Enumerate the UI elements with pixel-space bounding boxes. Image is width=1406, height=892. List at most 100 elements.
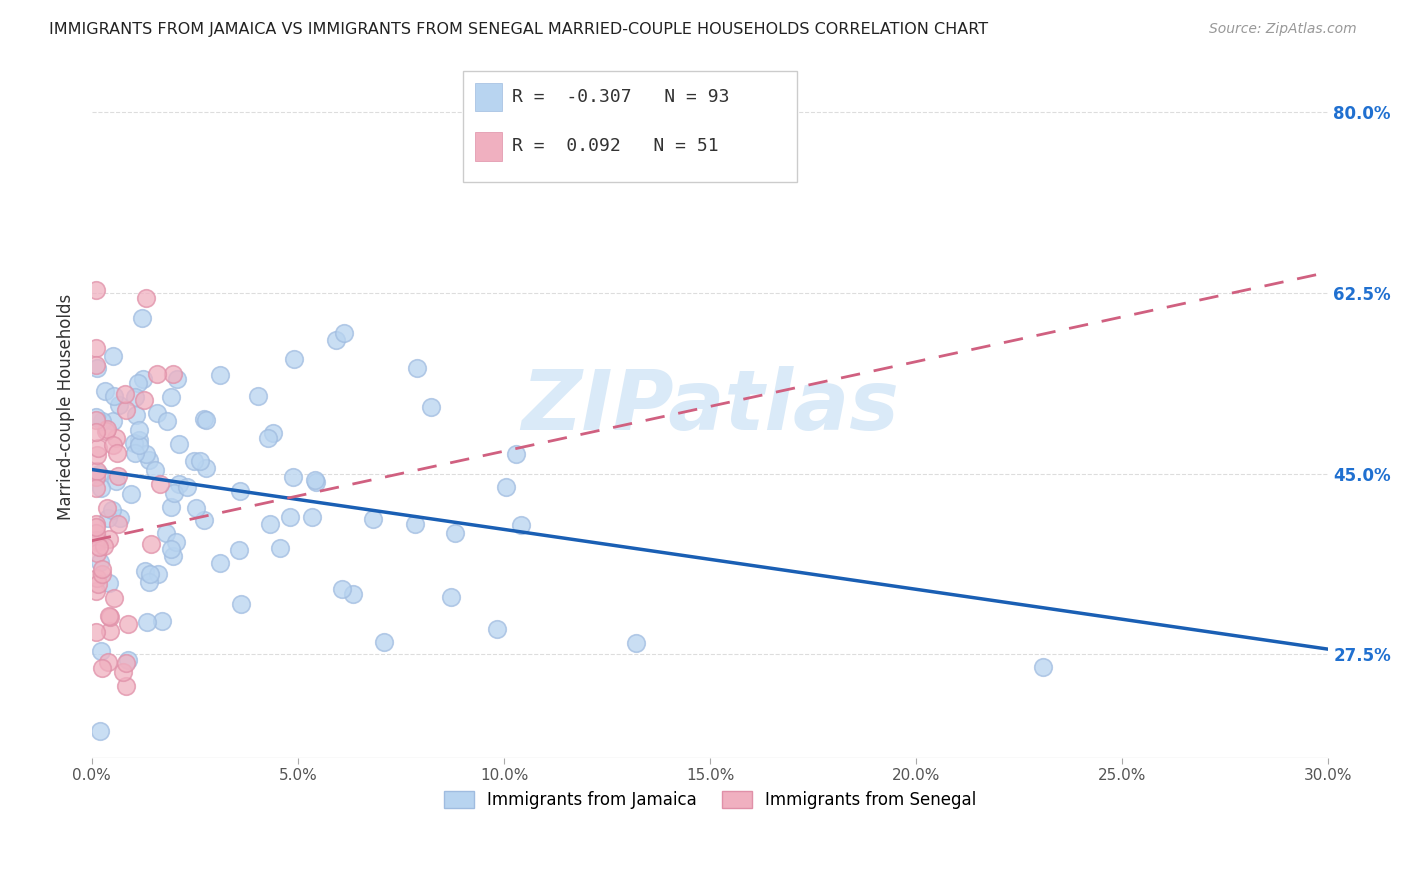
Point bbox=[121, 486, 143, 500]
Point bbox=[136, 615, 159, 630]
Point bbox=[160, 541, 183, 556]
FancyBboxPatch shape bbox=[463, 70, 797, 182]
Point bbox=[98, 576, 121, 591]
Point bbox=[90, 414, 112, 428]
Point bbox=[90, 643, 112, 657]
Point bbox=[86, 546, 108, 560]
Point bbox=[176, 480, 198, 494]
Text: IMMIGRANTS FROM JAMAICA VS IMMIGRANTS FROM SENEGAL MARRIED-COUPLE HOUSEHOLDS COR: IMMIGRANTS FROM JAMAICA VS IMMIGRANTS FR… bbox=[49, 22, 988, 37]
Legend: Immigrants from Jamaica, Immigrants from Senegal: Immigrants from Jamaica, Immigrants from… bbox=[437, 785, 983, 816]
Point bbox=[361, 512, 384, 526]
Point bbox=[195, 461, 218, 475]
Text: R =  0.092   N = 51: R = 0.092 N = 51 bbox=[512, 137, 718, 155]
Point bbox=[89, 555, 111, 569]
Text: Source: ZipAtlas.com: Source: ZipAtlas.com bbox=[1209, 22, 1357, 37]
Point bbox=[139, 567, 162, 582]
Point bbox=[124, 446, 146, 460]
Point bbox=[269, 541, 291, 555]
Point bbox=[86, 577, 108, 591]
Point bbox=[159, 390, 181, 404]
Point bbox=[124, 390, 146, 404]
Point bbox=[103, 389, 125, 403]
Point bbox=[98, 624, 121, 639]
Point bbox=[132, 393, 155, 408]
Point bbox=[304, 473, 326, 487]
Point bbox=[155, 525, 177, 540]
Point bbox=[101, 349, 124, 363]
Point bbox=[128, 438, 150, 452]
Point bbox=[84, 525, 107, 540]
Point bbox=[101, 502, 124, 516]
Point bbox=[98, 608, 121, 623]
Point bbox=[228, 543, 250, 558]
Point bbox=[194, 413, 217, 427]
Point bbox=[103, 591, 125, 605]
Point bbox=[128, 433, 150, 447]
Point bbox=[134, 564, 156, 578]
FancyBboxPatch shape bbox=[475, 83, 502, 112]
Point bbox=[626, 636, 648, 650]
Point bbox=[86, 448, 108, 462]
Point bbox=[510, 518, 533, 533]
Point bbox=[84, 584, 107, 599]
Point bbox=[111, 665, 134, 679]
Point bbox=[86, 464, 108, 478]
Point bbox=[89, 467, 111, 481]
Point bbox=[145, 367, 167, 381]
Point bbox=[209, 368, 232, 382]
Point bbox=[86, 361, 108, 376]
Point bbox=[146, 406, 169, 420]
Point bbox=[107, 517, 129, 532]
Text: ZIPatlas: ZIPatlas bbox=[522, 366, 898, 447]
Point bbox=[104, 475, 127, 489]
Point bbox=[139, 537, 162, 551]
Point bbox=[127, 376, 149, 390]
Point bbox=[84, 425, 107, 440]
Point bbox=[163, 485, 186, 500]
Point bbox=[115, 657, 138, 671]
Point bbox=[146, 566, 169, 581]
Point bbox=[149, 477, 172, 491]
Point bbox=[150, 614, 173, 628]
Point bbox=[93, 539, 115, 553]
Point bbox=[107, 398, 129, 412]
Point bbox=[405, 361, 427, 376]
Point bbox=[281, 470, 304, 484]
Point bbox=[84, 409, 107, 424]
Point bbox=[143, 463, 166, 477]
Point bbox=[373, 635, 395, 649]
Point bbox=[117, 617, 139, 632]
Point bbox=[94, 424, 117, 438]
Point bbox=[162, 367, 184, 381]
Y-axis label: Married-couple Households: Married-couple Households bbox=[58, 293, 75, 519]
Point bbox=[90, 481, 112, 495]
Point bbox=[165, 535, 187, 549]
Point bbox=[114, 403, 136, 417]
Point bbox=[138, 453, 160, 467]
Point bbox=[443, 525, 465, 540]
Point bbox=[325, 333, 347, 347]
Point bbox=[97, 511, 120, 525]
Point bbox=[131, 372, 153, 386]
Point bbox=[419, 400, 441, 414]
Point bbox=[91, 562, 114, 576]
Point bbox=[333, 326, 356, 340]
Point bbox=[84, 341, 107, 355]
Point bbox=[89, 533, 111, 548]
Point bbox=[160, 500, 183, 514]
Point bbox=[84, 413, 107, 427]
Point bbox=[278, 509, 301, 524]
Point bbox=[440, 590, 463, 604]
Point bbox=[84, 533, 107, 548]
Point bbox=[124, 408, 146, 422]
Point bbox=[138, 574, 160, 589]
Point bbox=[247, 389, 270, 403]
Point bbox=[1032, 660, 1054, 674]
Point bbox=[208, 557, 231, 571]
Point bbox=[97, 655, 120, 669]
Point bbox=[89, 723, 111, 738]
Point bbox=[262, 426, 284, 441]
Point bbox=[135, 291, 157, 305]
Point bbox=[486, 623, 509, 637]
Point bbox=[107, 469, 129, 483]
